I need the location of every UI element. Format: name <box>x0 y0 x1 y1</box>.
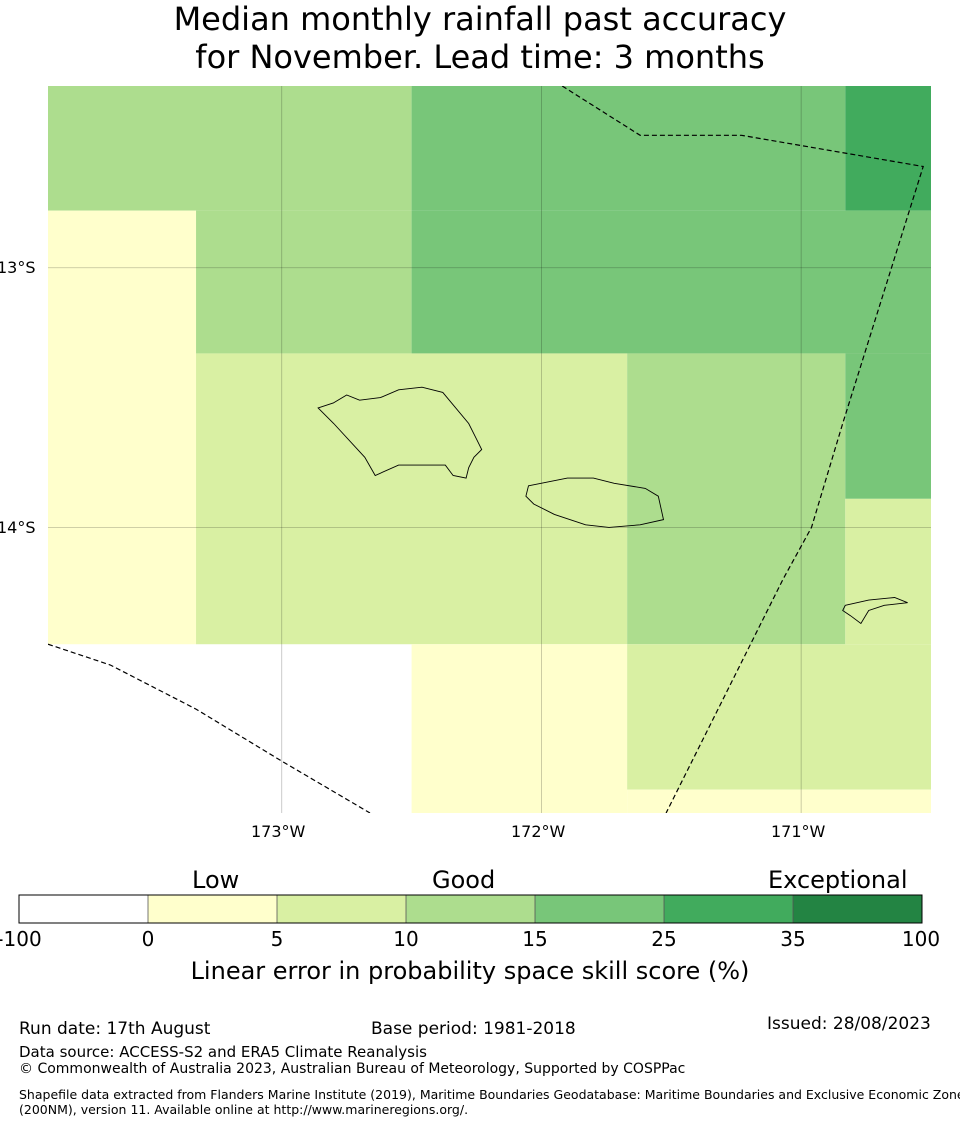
title-line-2: for November. Lead time: 3 months <box>195 38 765 76</box>
colorbar-segment <box>19 895 148 923</box>
legend-group-good: Good <box>432 866 496 894</box>
skill-cell <box>845 353 931 499</box>
skill-cell <box>196 353 628 645</box>
colorbar <box>18 894 923 924</box>
lon-label-171w: 171°W <box>771 822 826 841</box>
lat-label-13s: 13°S <box>0 258 36 277</box>
skill-score-map <box>48 86 931 813</box>
skill-cell <box>411 86 846 211</box>
skill-cell <box>845 86 931 211</box>
skill-cell <box>627 353 846 645</box>
colorbar-label: Linear error in probability space skill … <box>190 957 750 985</box>
title-line-1: Median monthly rainfall past accuracy <box>173 0 787 38</box>
lon-label-173w: 173°W <box>251 822 306 841</box>
colorbar-segment <box>535 895 664 923</box>
skill-cell <box>196 210 412 354</box>
island-outline <box>842 597 908 625</box>
skill-cell <box>411 644 628 813</box>
shapefile-credit-line-1: Shapefile data extracted from Flanders M… <box>19 1087 960 1102</box>
colorbar-segment <box>664 895 793 923</box>
skill-cell <box>411 210 931 354</box>
eez-boundary <box>48 643 371 813</box>
map-title: Median monthly rainfall past accuracy fo… <box>0 0 960 76</box>
colorbar-tick: 35 <box>780 927 806 951</box>
colorbar-segment <box>148 895 277 923</box>
skill-cell <box>845 498 931 645</box>
island-outline <box>525 477 665 528</box>
colorbar-frame <box>18 894 923 924</box>
shapefile-credit-line-2: (200NM), version 11. Available online at… <box>19 1102 469 1117</box>
skill-cell <box>627 789 931 813</box>
colorbar-tick: 100 <box>901 927 941 951</box>
legend-group-exceptional: Exceptional <box>768 866 908 894</box>
eez-boundary <box>561 86 924 813</box>
colorbar-segment <box>277 895 406 923</box>
skill-cell <box>627 644 931 790</box>
skill-cell <box>48 210 197 645</box>
colorbar-segment <box>793 895 922 923</box>
colorbar-tick: -100 <box>0 927 42 951</box>
colorbar-tick: 15 <box>522 927 548 951</box>
lon-label-172w: 172°W <box>511 822 566 841</box>
colorbar-segment <box>406 895 535 923</box>
lat-label-14s: 14°S <box>0 518 36 537</box>
colorbar-tick: 25 <box>651 927 677 951</box>
issued-date: Issued: 28/08/2023 <box>767 1014 931 1034</box>
colorbar-tick: 10 <box>393 927 419 951</box>
base-period: Base period: 1981-2018 <box>371 1019 576 1039</box>
colorbar-tick: 0 <box>141 927 155 951</box>
skill-cell <box>48 86 412 211</box>
run-date: Run date: 17th August <box>19 1019 211 1039</box>
data-source: Data source: ACCESS-S2 and ERA5 Climate … <box>19 1043 427 1061</box>
legend-group-low: Low <box>192 866 240 894</box>
island-outline <box>317 386 483 479</box>
colorbar-tick: 5 <box>270 927 284 951</box>
copyright: © Commonwealth of Australia 2023, Austra… <box>19 1061 686 1077</box>
